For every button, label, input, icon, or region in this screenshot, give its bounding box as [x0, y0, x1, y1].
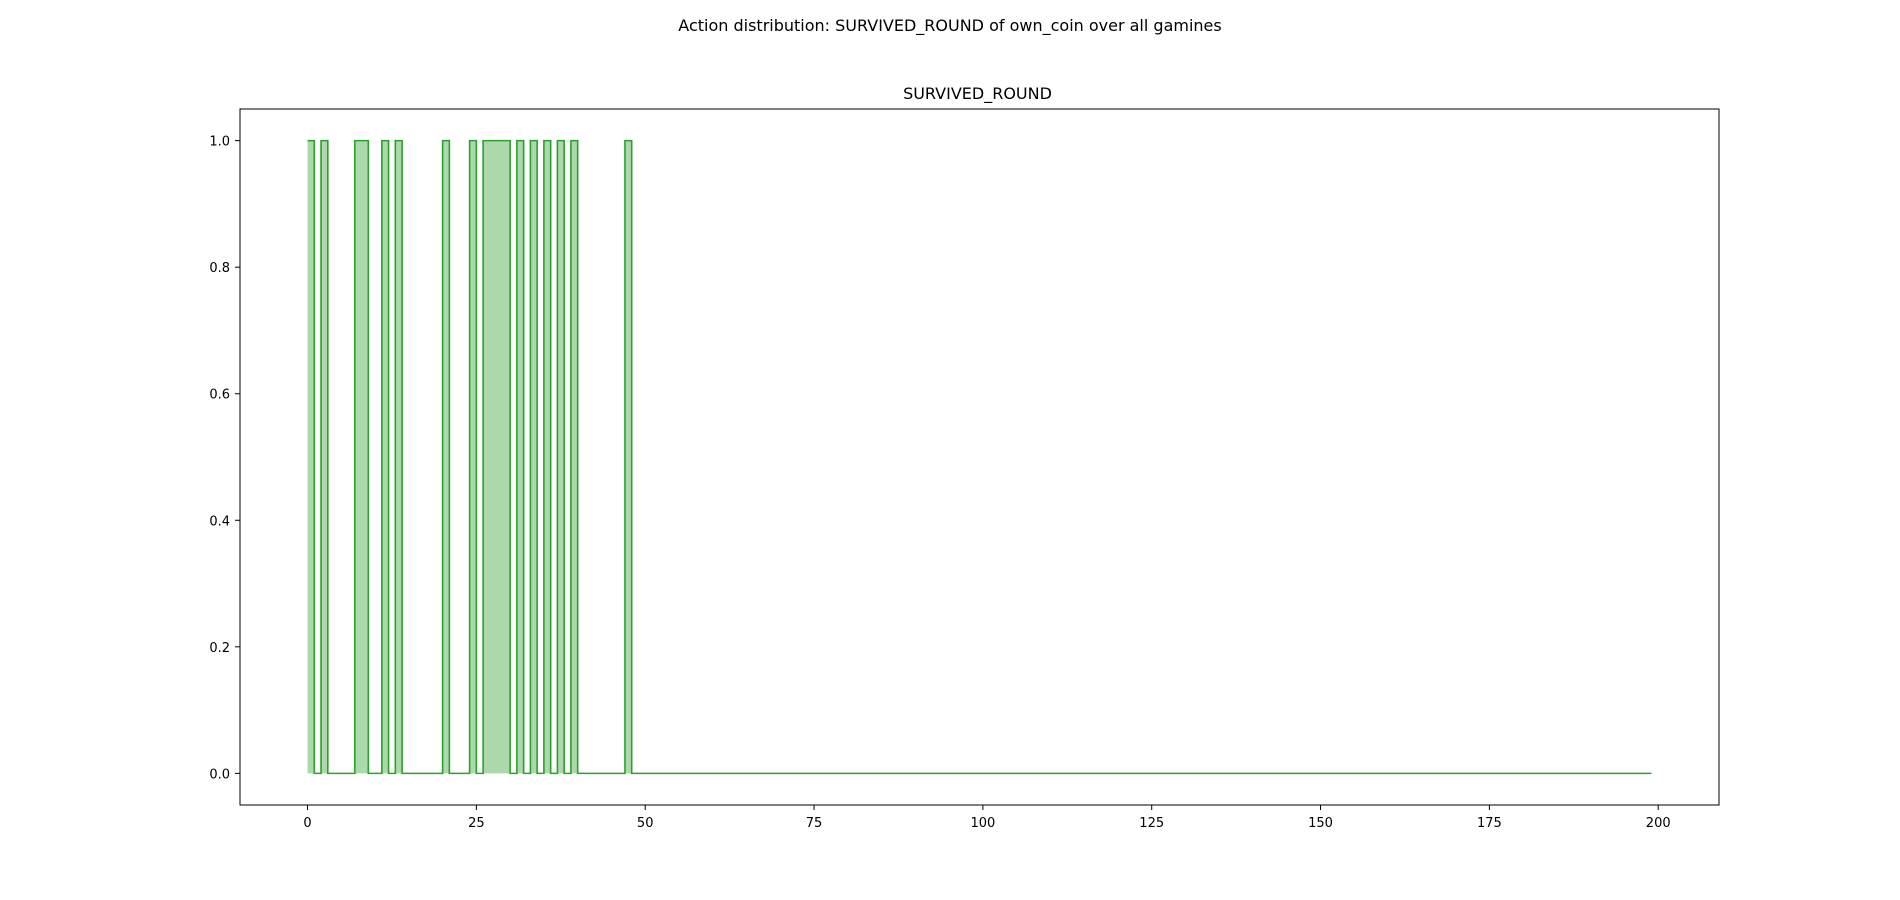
survived-region	[543, 140, 551, 774]
x-axis: 0 25 50 75 100 125 150 175 200	[303, 805, 1671, 831]
x-tick-label: 0	[303, 816, 311, 831]
survived-region	[557, 140, 565, 774]
y-tick-label: 0.0	[209, 767, 230, 782]
survived-region	[624, 140, 632, 774]
y-tick-label: 1.0	[209, 135, 230, 150]
y-axis: 0.0 0.2 0.4 0.6 0.8 1.0	[209, 135, 240, 782]
x-tick-label: 200	[1646, 816, 1671, 831]
survived-region	[321, 140, 328, 774]
survived-region	[530, 140, 538, 774]
y-tick-label: 0.4	[209, 514, 230, 529]
survived-region	[483, 140, 511, 774]
survived-region	[469, 140, 477, 774]
x-tick-label: 25	[468, 816, 485, 831]
survived-region	[307, 140, 315, 774]
x-tick-label: 50	[637, 816, 654, 831]
y-tick-label: 0.8	[209, 261, 230, 276]
series-line	[307, 139, 1652, 775]
survived-region	[516, 140, 524, 774]
x-tick-label: 175	[1477, 816, 1502, 831]
survived-region	[381, 140, 389, 774]
y-tick-label: 0.6	[209, 388, 230, 403]
x-tick-label: 125	[1139, 816, 1164, 831]
x-tick-label: 150	[1308, 816, 1333, 831]
survived-region	[442, 140, 450, 774]
axes-frame	[239, 108, 1720, 806]
plot-area	[307, 139, 1652, 775]
survived-region	[354, 140, 369, 774]
figure-suptitle: Action distribution: SURVIVED_ROUND of o…	[678, 16, 1221, 36]
survived-region	[395, 140, 403, 774]
y-tick-label: 0.2	[209, 641, 230, 656]
chart-title: SURVIVED_ROUND	[903, 84, 1052, 104]
x-tick-label: 100	[970, 816, 995, 831]
survived-region	[570, 140, 578, 774]
x-tick-label: 75	[806, 816, 823, 831]
